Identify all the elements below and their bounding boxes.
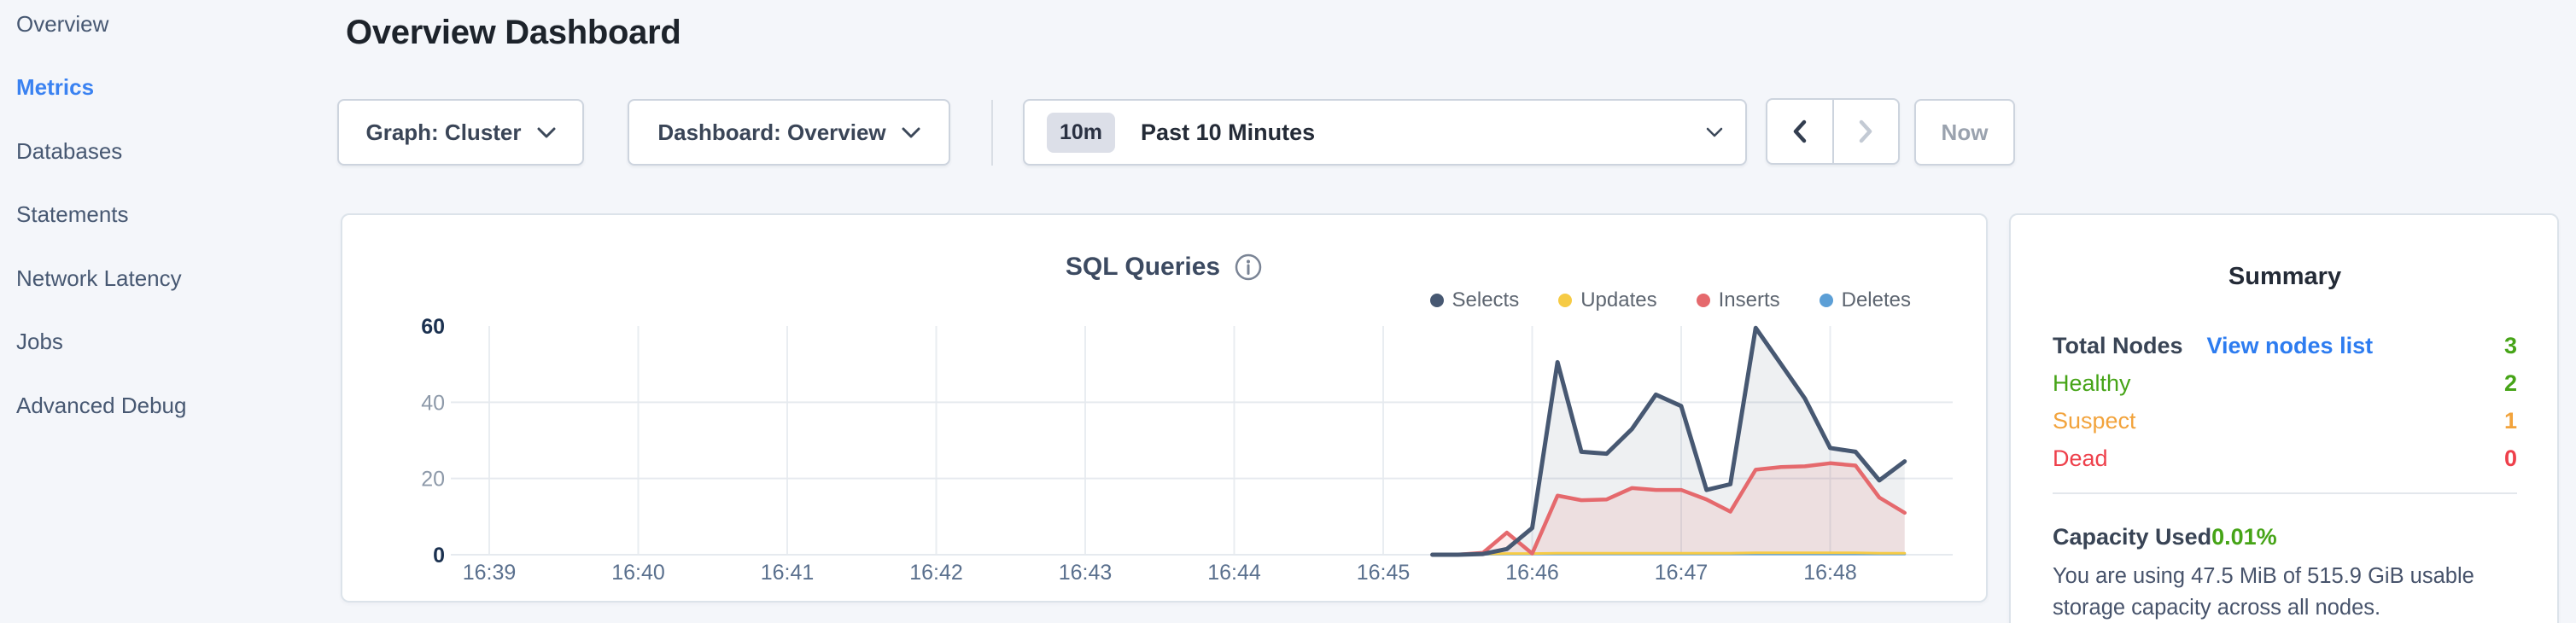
- legend-label: Selects: [1452, 288, 1520, 312]
- capacity-used-label: Capacity Used: [2053, 523, 2212, 550]
- svg-text:16:48: 16:48: [1803, 561, 1857, 582]
- prev-time-button[interactable]: [1767, 100, 1834, 163]
- capacity-used-row: Capacity Used 0.01%: [2053, 518, 2517, 556]
- svg-text:16:47: 16:47: [1655, 561, 1709, 582]
- sidebar: Overview Metrics Databases Statements Networ…: [0, 0, 335, 623]
- svg-text:16:45: 16:45: [1357, 561, 1411, 582]
- svg-text:16:43: 16:43: [1059, 561, 1113, 582]
- chevron-down-icon: [902, 127, 920, 137]
- sidebar-item-advanced-debug[interactable]: Advanced Debug: [16, 392, 187, 418]
- suspect-label: Suspect: [2053, 407, 2136, 434]
- info-icon[interactable]: [1234, 253, 1263, 282]
- dashboard-dropdown-label: Dashboard: Overview: [657, 119, 886, 145]
- dead-nodes-row: Dead 0: [2053, 440, 2517, 477]
- svg-text:16:41: 16:41: [761, 561, 815, 582]
- sql-queries-chart: 0 20 40 60 16:39 16:40 16:41 16:42 16:43 16:44 16:…: [421, 317, 1953, 582]
- view-nodes-list-link[interactable]: View nodes list: [2206, 332, 2374, 358]
- suspect-nodes-row: Suspect 1: [2053, 402, 2517, 440]
- svg-text:20: 20: [421, 468, 445, 492]
- dead-value: 0: [2503, 445, 2517, 471]
- svg-text:16:39: 16:39: [463, 561, 517, 582]
- now-button[interactable]: Now: [1914, 99, 2015, 166]
- sidebar-item-overview[interactable]: Overview: [16, 10, 109, 37]
- chevron-down-icon: [1706, 127, 1723, 137]
- svg-text:40: 40: [421, 391, 445, 415]
- sidebar-item-databases[interactable]: Databases: [16, 137, 123, 164]
- legend-item-inserts[interactable]: Inserts: [1696, 288, 1780, 312]
- toolbar-divider: [991, 100, 993, 166]
- sidebar-item-statements[interactable]: Statements: [16, 201, 129, 228]
- next-time-button[interactable]: [1834, 100, 1899, 163]
- total-nodes-label: Total Nodes: [2053, 332, 2183, 358]
- now-button-label: Now: [1941, 119, 1989, 145]
- healthy-value: 2: [2503, 370, 2517, 396]
- legend-dot: [1558, 294, 1573, 307]
- time-range-dropdown[interactable]: 10m Past 10 Minutes: [1023, 99, 1747, 166]
- time-range-badge: 10m: [1047, 112, 1116, 153]
- suspect-value: 1: [2503, 407, 2517, 434]
- svg-text:16:40: 16:40: [611, 561, 665, 582]
- total-nodes-row: Total Nodes View nodes list 3: [2053, 327, 2517, 364]
- capacity-description: You are using 47.5 MiB of 515.9 GiB usab…: [2053, 564, 2474, 620]
- legend-dot: [1696, 294, 1710, 307]
- legend-label: Updates: [1580, 288, 1657, 312]
- total-nodes-value: 3: [2503, 332, 2517, 358]
- chevron-right-icon: [1860, 119, 1872, 143]
- chart-title: SQL Queries: [1065, 253, 1221, 281]
- capacity-used-value: 0.01%: [2211, 523, 2277, 550]
- healthy-nodes-row: Healthy 2: [2053, 364, 2517, 402]
- legend-label: Deletes: [1841, 288, 1911, 312]
- time-range-value: Past 10 Minutes: [1141, 119, 1316, 145]
- time-window-arrows: [1766, 98, 1900, 165]
- sql-queries-panel: SQL Queries Selects Updates Inserts Deletes…: [341, 213, 1988, 603]
- summary-title: Summary: [2228, 263, 2342, 290]
- legend-label: Inserts: [1718, 288, 1780, 312]
- sidebar-item-network-latency[interactable]: Network Latency: [16, 265, 182, 291]
- legend-item-deletes[interactable]: Deletes: [1819, 288, 1911, 312]
- legend-item-selects[interactable]: Selects: [1429, 288, 1520, 312]
- graph-dropdown-label: Graph: Cluster: [365, 119, 522, 145]
- dashboard-dropdown[interactable]: Dashboard: Overview: [628, 99, 950, 166]
- healthy-label: Healthy: [2053, 370, 2131, 396]
- svg-text:16:44: 16:44: [1207, 561, 1261, 582]
- page-title: Overview Dashboard: [346, 14, 681, 51]
- dead-label: Dead: [2053, 445, 2108, 471]
- chart-legend: Selects Updates Inserts Deletes: [1429, 288, 1911, 312]
- summary-divider: [2053, 492, 2517, 494]
- graph-dropdown[interactable]: Graph: Cluster: [337, 99, 584, 166]
- chevron-down-icon: [537, 127, 556, 137]
- summary-panel: Summary Total Nodes View nodes list 3 He…: [2009, 213, 2559, 623]
- svg-text:60: 60: [421, 317, 445, 339]
- sidebar-item-metrics[interactable]: Metrics: [16, 74, 95, 101]
- legend-dot: [1429, 294, 1444, 307]
- chevron-left-icon: [1793, 119, 1806, 143]
- sidebar-item-jobs[interactable]: Jobs: [16, 329, 63, 355]
- legend-dot: [1819, 294, 1833, 307]
- svg-text:16:42: 16:42: [909, 561, 963, 582]
- svg-text:0: 0: [433, 544, 445, 568]
- legend-item-updates[interactable]: Updates: [1558, 288, 1657, 312]
- svg-text:16:46: 16:46: [1505, 561, 1559, 582]
